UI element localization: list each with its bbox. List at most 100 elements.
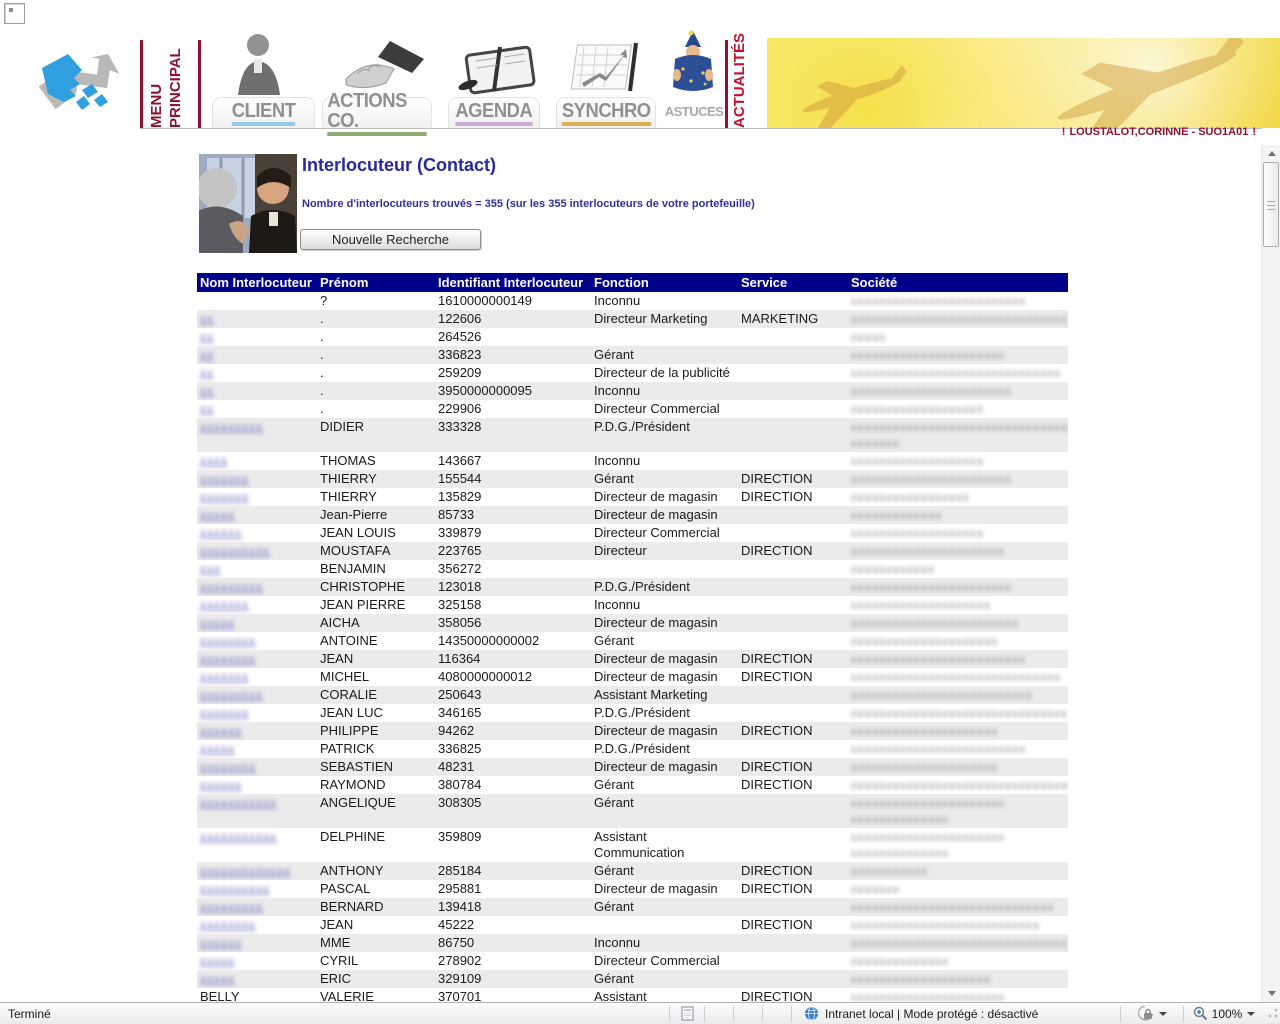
contact-name-link-redacted[interactable]: xxxxxxxxxx: [200, 544, 270, 558]
document-mode-icon[interactable]: [674, 1006, 700, 1021]
new-search-button[interactable]: Nouvelle Recherche: [300, 229, 481, 250]
first-name-cell: .: [317, 382, 435, 400]
function-cell: Directeur de magasin: [591, 758, 738, 776]
table-row: xxxx THOMAS 143667 Inconnu xxxxxxxxxxxxxxxxx…: [197, 452, 1068, 470]
company-name-redacted: xxxxx: [851, 330, 886, 344]
service-cell: [738, 346, 848, 364]
function-cell: Directeur de magasin: [591, 614, 738, 632]
contact-name-link-redacted[interactable]: xxxxxx: [200, 526, 242, 540]
function-cell: Gérant: [594, 633, 634, 648]
company-name-redacted: xxxxxxxxxxxxxxxxxxxxxxxxxxxxxxx: [851, 936, 1068, 950]
contact-name-link-redacted[interactable]: xxxxxx: [200, 936, 242, 950]
company-name-redacted: xxxxxxxxxxxxxxxxxxxxxxxxxxxxxxx: [851, 312, 1068, 326]
contacts-photo: [199, 154, 297, 253]
tab-actions-label: ACTIONS CO.: [327, 91, 427, 136]
scroll-down-button[interactable]: [1262, 985, 1280, 1002]
contact-name-link-redacted[interactable]: xxxxxxxxxxx: [200, 830, 277, 844]
company-cell: xxxxxxxxxxxxxxxxxxxxxxx: [848, 382, 1068, 400]
company-cell: xxxxxxxxxxxxxxxxxxxxxxxxx: [848, 292, 1068, 310]
contact-name-link-redacted[interactable]: xxxxxxx: [200, 598, 249, 612]
contact-name-link-redacted[interactable]: xxxxxxxx: [200, 760, 256, 774]
tab-agenda[interactable]: AGENDA: [448, 97, 540, 128]
table-row: xxxxxxxx SEBASTIEN 48231 Directeur de magas…: [197, 758, 1068, 776]
company-name-redacted: xxxxxxxxxxxxxxxxxxxxxx: [851, 348, 1005, 362]
company-name-redacted: xxxxxxxxxxxxxxxxxxxxxxxxx: [851, 294, 1026, 308]
contact-name-link-redacted[interactable]: xxxxxx: [200, 778, 242, 792]
contact-name-link-redacted[interactable]: xx: [200, 384, 214, 398]
contact-name-link[interactable]: BELLY: [200, 989, 240, 1004]
vertical-scrollbar[interactable]: [1261, 145, 1280, 1002]
contact-name-link-redacted[interactable]: xxxxxxx: [200, 670, 249, 684]
service-cell: [738, 952, 848, 970]
privacy-filter-control[interactable]: [1125, 1006, 1179, 1021]
company-cell: xxxxxxxxxxxxxxxxxxxxxxxxxxxxxx: [848, 668, 1068, 686]
first-name-cell: BERNARD: [317, 898, 435, 916]
contact-name-link-redacted[interactable]: xxxxxx: [200, 724, 242, 738]
contact-name-link-redacted[interactable]: xxxxx: [200, 742, 235, 756]
service-cell: [738, 382, 848, 400]
menu-divider-left: [140, 40, 143, 128]
tab-client-label: CLIENT: [231, 101, 296, 126]
contact-name-link-redacted[interactable]: xxx: [200, 562, 221, 576]
tab-synchro[interactable]: SYNCHRO: [556, 97, 656, 128]
tab-actions[interactable]: ACTIONS CO.: [322, 91, 432, 136]
first-name-cell: MME: [317, 934, 435, 952]
contact-name-link-redacted[interactable]: xxxxxxxxx: [200, 900, 263, 914]
contact-name-link-redacted[interactable]: xxxxx: [200, 616, 235, 630]
contact-name-link-redacted[interactable]: xxxxxxxxx: [200, 580, 263, 594]
banner-image: [767, 38, 1280, 128]
contact-name-link-redacted[interactable]: xxxxx: [200, 972, 235, 986]
contact-name-link-redacted[interactable]: xxxxxxx: [200, 472, 249, 486]
identifier-cell: 48231: [435, 758, 591, 776]
scroll-up-button[interactable]: [1262, 145, 1280, 162]
contact-name-link-redacted[interactable]: xxxxxxxx: [200, 652, 256, 666]
contact-name-link-redacted[interactable]: xxxxxxxxx: [200, 420, 263, 434]
contact-name-link-redacted[interactable]: xxxxxxxxxxx: [200, 796, 277, 810]
contact-name-link-redacted[interactable]: xxxx: [200, 454, 228, 468]
first-name-cell: Jean-Pierre: [317, 506, 435, 524]
first-name-cell: THIERRY: [320, 489, 377, 504]
zone-text: Intranet local | Mode protégé : désactiv…: [825, 1006, 1039, 1021]
function-cell: Inconnu: [594, 293, 641, 308]
contact-name-link-redacted[interactable]: xxxxxxx: [200, 490, 249, 504]
contact-name-link-redacted[interactable]: xxxxxxxxxx: [200, 882, 270, 896]
contact-name-link-redacted[interactable]: xx: [200, 330, 214, 344]
contact-name-link-redacted[interactable]: xxxxxxx: [200, 706, 249, 720]
company-name-redacted: xxxxxxxxxxxxxxxxxxxxxxxxxxxxx: [851, 900, 1054, 914]
company-cell: xxxxxxxxxxxx: [848, 560, 1068, 578]
security-zone-indicator[interactable]: Intranet local | Mode protégé : désactiv…: [796, 1006, 1116, 1021]
user-badge: ! LOUSTALOT,CORINNE - SUO1A01 !: [1062, 125, 1256, 139]
contact-name-link-redacted[interactable]: xxxxxxxx: [200, 918, 256, 932]
zoom-control[interactable]: 100%: [1188, 1006, 1260, 1021]
function-cell: [591, 560, 738, 578]
contact-name-link-redacted[interactable]: xx: [200, 312, 214, 326]
column-header: Nom Interlocuteur: [197, 273, 317, 292]
table-row: xx. 259209 Directeur de la publicité xxxxxx…: [197, 364, 1068, 382]
contact-name-link-redacted[interactable]: xx: [200, 402, 214, 416]
contact-name-link-redacted[interactable]: xx: [200, 366, 214, 380]
identifier-cell: 308305: [435, 794, 591, 828]
tab-astuces[interactable]: ASTUCES: [663, 97, 725, 128]
tab-actualites[interactable]: ACTUALITÉS: [731, 33, 748, 128]
contact-name-link-redacted[interactable]: xxxxxxxxx: [200, 688, 263, 702]
service-cell: DIRECTION: [741, 669, 813, 684]
contact-name-link-redacted[interactable]: xxxxxxxx: [200, 634, 256, 648]
tab-client[interactable]: CLIENT: [212, 97, 315, 128]
service-cell: DIRECTION: [738, 470, 848, 488]
company-cell: xxxxxxxxxxxxxxxxxxxxxxxxxxxxxx: [848, 364, 1068, 382]
table-row: xxxxx Jean-Pierre 85733 Directeur de magasi…: [197, 506, 1068, 524]
contact-name-link-redacted[interactable]: xxxxx: [200, 508, 235, 522]
organizer-photo: [454, 43, 546, 100]
status-bar: Terminé Intranet local | Mode protégé : …: [0, 1002, 1280, 1024]
first-name-cell: CHRISTOPHE: [317, 578, 435, 596]
company-cell: xxxxxxxxxxxxxxxxxxxxxx: [848, 346, 1068, 364]
contact-name-link-redacted[interactable]: xxxxxxxxxxxxx: [200, 864, 291, 878]
contact-name-link-redacted[interactable]: xx: [200, 348, 214, 362]
scrollbar-thumb[interactable]: [1263, 162, 1279, 247]
identifier-cell: 86750: [435, 934, 591, 952]
function-cell: Assistant Communication: [594, 829, 685, 860]
contact-name-link-redacted[interactable]: xxxxx: [200, 954, 235, 968]
identifier-cell: 325158: [438, 597, 482, 612]
app-logo: [38, 53, 120, 110]
service-cell: [738, 292, 848, 310]
